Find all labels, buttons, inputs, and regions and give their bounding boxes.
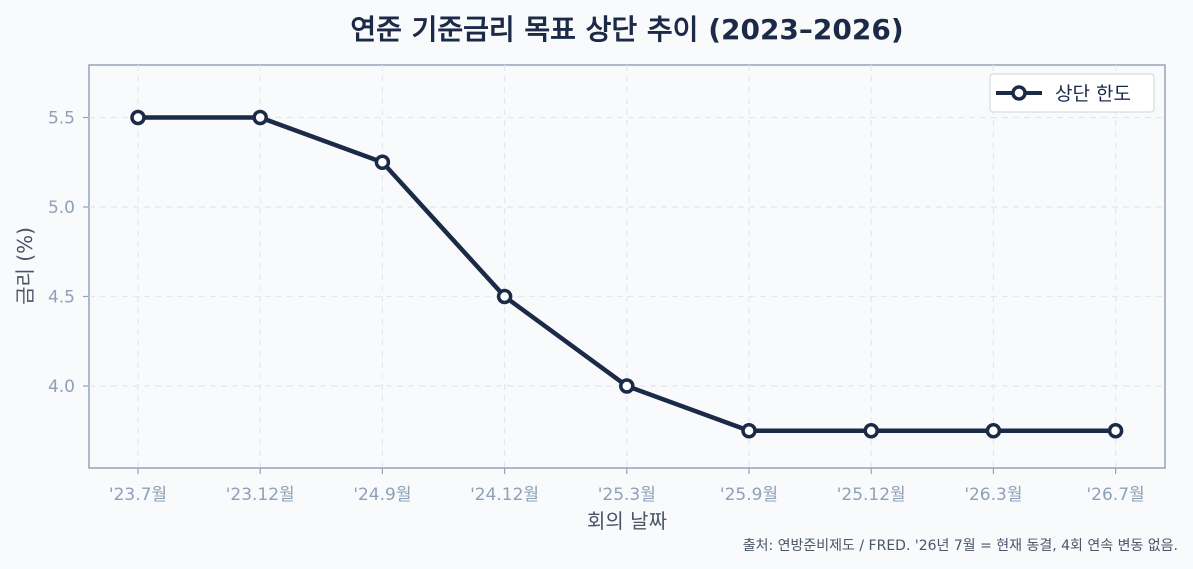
data-point (741, 423, 757, 439)
x-tick-label: '24.12월 (470, 485, 539, 505)
x-tick-label: '25.3월 (598, 485, 656, 505)
y-tick-label: 4.0 (48, 377, 75, 397)
x-tick-label: '25.9월 (720, 485, 778, 505)
data-point (1107, 423, 1124, 439)
series-layer (130, 109, 1124, 439)
x-tick-label: '25.12월 (837, 485, 906, 505)
x-tick-label: '23.12월 (226, 485, 295, 505)
y-axis-label: 금리 (%) (13, 227, 37, 305)
x-tick-label: '26.7월 (1087, 485, 1145, 505)
legend: 상단 한도 (989, 73, 1155, 113)
data-point (252, 109, 268, 126)
data-point (496, 288, 513, 305)
data-point (985, 423, 1002, 439)
data-point (619, 378, 635, 394)
legend-box (989, 73, 1155, 113)
x-axis: '23.7월 '23.12월 '24.9월 '24.12월 '25.3월 '25.9월 '2… (109, 468, 1145, 505)
grid (89, 65, 1165, 468)
source-note: 출처: 연방준비제도 / FRED. '26년 7월 = 현재 동결, 4회 연… (743, 538, 1178, 554)
y-tick-label: 4.5 (48, 288, 75, 308)
chart-title: 연준 기준금리 목표 상단 추이 (2023–2026) (350, 13, 903, 46)
x-tick-label: '23.7월 (109, 485, 167, 505)
legend-label: 상단 한도 (1055, 83, 1131, 105)
data-point (130, 109, 146, 126)
data-point (374, 154, 391, 170)
legend-point-marker (1011, 85, 1027, 101)
x-tick-label: '26.3월 (964, 485, 1022, 505)
y-tick-label: 5.0 (48, 198, 75, 218)
data-point (863, 423, 879, 439)
y-axis: 4.0 4.5 5.0 5.5 (48, 109, 89, 397)
x-tick-label: '24.9월 (353, 485, 411, 505)
y-tick-label: 5.5 (48, 109, 75, 129)
x-axis-label: 회의 날짜 (587, 509, 667, 533)
